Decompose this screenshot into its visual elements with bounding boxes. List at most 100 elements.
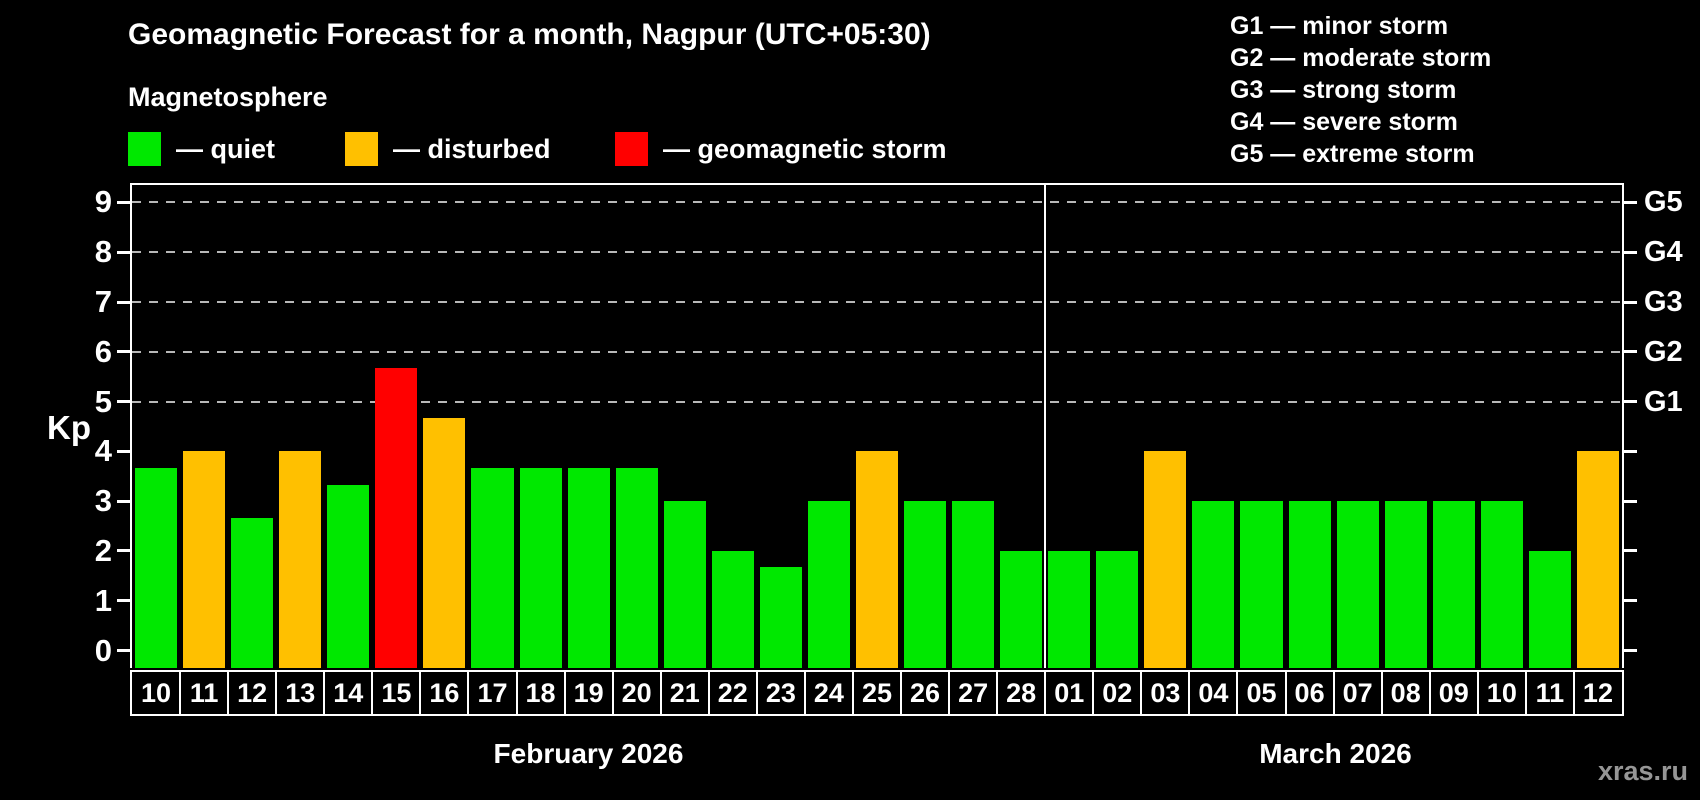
month-separator [1044, 185, 1047, 668]
day-label: 13 [285, 678, 316, 708]
page-title: Geomagnetic Forecast for a month, Nagpur… [128, 18, 931, 51]
day-cell-border [515, 672, 518, 714]
chart-subtitle: Magnetosphere [128, 82, 328, 112]
day-cell-border [371, 672, 374, 714]
kp-bar-feb-23 [759, 567, 802, 668]
left-tick-3 [117, 499, 130, 503]
g-scale-legend: G1 — minor storm G2 — moderate storm G3 … [1230, 10, 1491, 170]
day-cell-border [419, 672, 422, 714]
day-cell-border [851, 672, 854, 714]
y-tick-label-2: 2 [94, 532, 112, 568]
kp-bar-feb-20 [615, 467, 658, 668]
storm-swatch-icon [615, 132, 648, 166]
left-tick-7 [117, 300, 130, 304]
day-label: 16 [429, 678, 460, 708]
right-tick-8 [1624, 250, 1637, 254]
day-cell-border [803, 672, 806, 714]
gridline-kp8 [132, 251, 1622, 254]
left-tick-6 [117, 350, 130, 354]
day-cell-border [1188, 672, 1191, 714]
right-axis-label-g1: G1 [1644, 385, 1683, 418]
day-label: 20 [621, 678, 652, 708]
right-tick-6 [1624, 350, 1637, 354]
left-tick-2 [117, 549, 130, 553]
day-label: 21 [669, 678, 700, 708]
kp-bar-feb-28 [1000, 551, 1043, 668]
kp-bar-feb-11 [183, 451, 226, 668]
kp-bar-mar-04 [1192, 501, 1235, 668]
day-cell-border [1428, 672, 1431, 714]
day-cell-border [1092, 672, 1095, 714]
day-label: 17 [477, 678, 508, 708]
right-axis-label-g3: G3 [1644, 286, 1683, 318]
day-cell-border [900, 672, 903, 714]
y-tick-label-9: 9 [94, 184, 112, 220]
day-label: 12 [237, 678, 268, 708]
day-cell-border [996, 672, 999, 714]
kp-bar-feb-17 [471, 467, 514, 668]
watermark: xras.ru [1597, 756, 1688, 786]
day-cell-border [1476, 672, 1479, 714]
day-label: 02 [1102, 678, 1133, 708]
kp-bar-feb-25 [855, 451, 899, 668]
day-cell-border [707, 672, 710, 714]
day-cell-border [659, 672, 662, 714]
day-cell-border [1236, 672, 1239, 714]
right-tick-0 [1624, 649, 1637, 653]
y-tick-label-3: 3 [94, 483, 112, 519]
day-cell-border [467, 672, 470, 714]
right-tick-9 [1624, 200, 1637, 204]
kp-bar-mar-12 [1576, 451, 1619, 668]
legend-label-quiet: — quiet [176, 134, 275, 164]
kp-bar-mar-08 [1384, 501, 1427, 668]
month-label-march: March 2026 [1259, 738, 1412, 769]
kp-bar-feb-24 [807, 501, 850, 668]
day-label: 11 [189, 678, 219, 708]
day-label: 26 [910, 678, 941, 708]
kp-bar-feb-16 [423, 418, 466, 668]
disturbed-swatch-icon [345, 132, 378, 166]
right-axis-label-g2: G2 [1644, 335, 1683, 368]
day-cell-border [323, 672, 326, 714]
kp-bar-feb-10 [135, 467, 178, 668]
day-cell-border [179, 672, 182, 714]
left-tick-9 [117, 200, 130, 204]
y-tick-label-8: 8 [94, 234, 112, 270]
plot-area [130, 183, 1624, 668]
day-label: 10 [1486, 678, 1517, 708]
day-label: 22 [717, 678, 748, 708]
left-tick-0 [117, 649, 130, 653]
kp-bar-mar-11 [1528, 551, 1571, 668]
day-cell-border [1284, 672, 1287, 714]
legend-label-storm: — geomagnetic storm [663, 134, 947, 164]
day-label: 08 [1390, 678, 1421, 708]
day-cell-border [755, 672, 758, 714]
gridline-kp9 [132, 201, 1622, 204]
day-label: 01 [1054, 678, 1085, 708]
day-label: 12 [1582, 678, 1613, 708]
kp-bar-feb-13 [279, 451, 322, 668]
day-cell-border [948, 672, 951, 714]
kp-bar-feb-18 [519, 467, 562, 668]
day-label: 04 [1198, 678, 1229, 708]
g-legend-line-g3: G3 — strong storm [1230, 76, 1457, 104]
day-cell-border [275, 672, 278, 714]
kp-bar-mar-06 [1288, 501, 1331, 668]
kp-bar-feb-14 [327, 484, 370, 668]
kp-bar-feb-19 [567, 467, 610, 668]
y-tick-label-7: 7 [94, 284, 112, 319]
g-legend-line-g5: G5 — extreme storm [1230, 140, 1475, 168]
gridline-kp5 [132, 400, 1622, 403]
y-axis-label: Kp [47, 409, 91, 446]
day-cell-border [1572, 672, 1575, 714]
kp-bar-feb-15 [375, 368, 418, 668]
right-tick-7 [1624, 300, 1637, 304]
day-label: 18 [525, 678, 556, 708]
right-tick-3 [1624, 499, 1637, 503]
gridline-kp6 [132, 350, 1622, 353]
legend-label-disturbed: — disturbed [393, 134, 551, 164]
y-tick-label-5: 5 [94, 383, 112, 419]
g-legend-line-g2: G2 — moderate storm [1230, 44, 1492, 72]
kp-bar-mar-01 [1048, 551, 1091, 668]
